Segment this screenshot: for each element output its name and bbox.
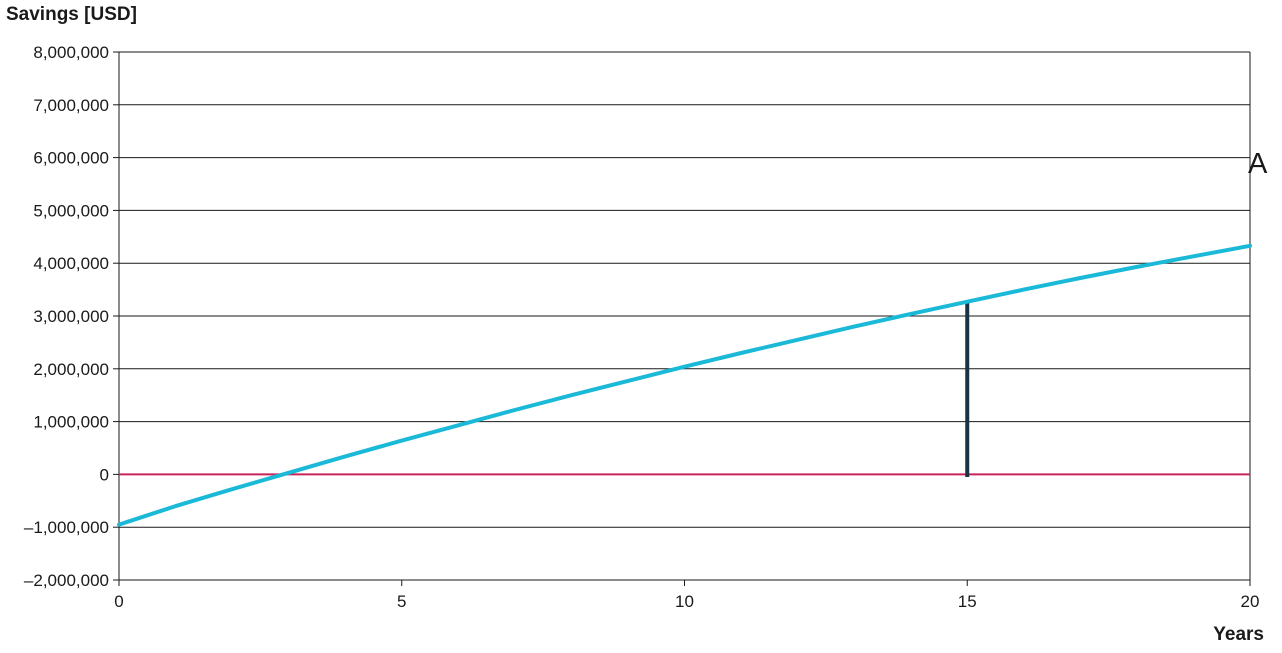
y-tick-label: 3,000,000	[33, 307, 109, 326]
y-axis-title: Savings [USD]	[6, 4, 137, 25]
savings-series-line	[117, 243, 1252, 527]
x-axis-title: Years	[1213, 624, 1264, 645]
x-tick-label: 5	[397, 592, 406, 611]
y-tick-label: 5,000,000	[33, 201, 109, 220]
x-tick-label: 0	[114, 592, 123, 611]
y-tick-label: 4,000,000	[33, 254, 109, 273]
y-tick-label: 6,000,000	[33, 149, 109, 168]
annotation-letter: A	[1248, 148, 1268, 180]
y-tick-label: 8,000,000	[33, 43, 109, 62]
x-tick-label: 15	[958, 592, 977, 611]
y-tick-label: 0	[100, 465, 109, 484]
y-tick-label: 1,000,000	[33, 413, 109, 432]
y-tick-label: 7,000,000	[33, 96, 109, 115]
y-tick-label: –2,000,000	[24, 571, 109, 590]
y-tick-label: 2,000,000	[33, 360, 109, 379]
x-tick-label: 20	[1241, 592, 1260, 611]
x-tick-label: 10	[675, 592, 694, 611]
y-tick-label: –1,000,000	[24, 518, 109, 537]
